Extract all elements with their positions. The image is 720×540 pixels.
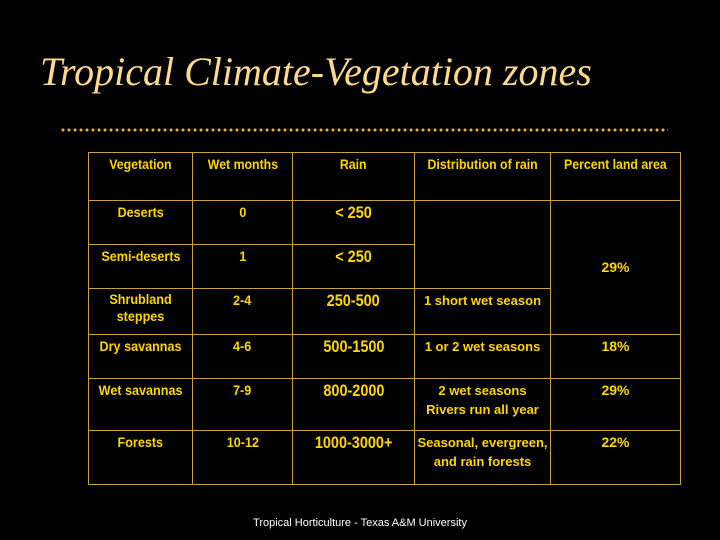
wet-months-cell: 7-9 xyxy=(192,378,293,431)
wet-months-cell: 4-6 xyxy=(192,334,293,379)
wet-months-cell: 0 xyxy=(192,200,293,245)
climate-vegetation-table: Vegetation Wet months Rain Distribution … xyxy=(88,152,681,485)
vegetation-cell: Wet savannas xyxy=(88,378,193,431)
rain-cell: 250-500 xyxy=(292,288,415,335)
rain-cell: < 250 xyxy=(292,244,415,289)
vegetation-cell: Shrubland steppes xyxy=(88,288,193,335)
vegetation-cell: Dry savannas xyxy=(88,334,193,379)
header-cell: Vegetation xyxy=(88,152,193,201)
table-row: Deserts 0 < 250 29% xyxy=(88,200,681,335)
header-cell: Percent land area xyxy=(550,152,681,201)
rain-cell: < 250 xyxy=(292,200,415,245)
distribution-cell: Seasonal, evergreen, and rain forests xyxy=(414,430,551,485)
percent-cell: 18% xyxy=(550,334,681,379)
distribution-cell: 1 or 2 wet seasons xyxy=(414,334,551,379)
table-row: Shrubland steppes 2-4 250-500 1 short we… xyxy=(88,288,681,335)
header-cell: Distribution of rain xyxy=(414,152,551,201)
table-row: Wet savannas 7-9 800-2000 2 wet seasons … xyxy=(88,378,681,431)
wet-months-cell: 10-12 xyxy=(192,430,293,485)
distribution-cell xyxy=(414,200,551,289)
percent-cell: 29% xyxy=(550,200,681,335)
wet-months-cell: 2-4 xyxy=(192,288,293,335)
slide-title: Tropical Climate-Vegetation zones xyxy=(40,49,592,94)
table-row: Forests 10-12 1000-3000+ Seasonal, everg… xyxy=(88,430,681,485)
vegetation-cell: Forests xyxy=(88,430,193,485)
header-cell: Wet months xyxy=(192,152,293,201)
distribution-cell: 2 wet seasons Rivers run all year xyxy=(414,378,551,431)
footer-credit: Tropical Horticulture - Texas A&M Univer… xyxy=(253,517,467,529)
wet-months-cell: 1 xyxy=(192,244,293,289)
dotted-divider xyxy=(60,127,668,133)
table-row: Dry savannas 4-6 500-1500 1 or 2 wet sea… xyxy=(88,334,681,379)
rain-cell: 500-1500 xyxy=(292,334,415,379)
rain-cell: 1000-3000+ xyxy=(292,430,415,485)
distribution-cell: 1 short wet season xyxy=(414,288,551,335)
header-cell: Rain xyxy=(292,152,415,201)
vegetation-cell: Deserts xyxy=(88,200,193,245)
rain-cell: 800-2000 xyxy=(292,378,415,431)
header-row: Vegetation Wet months Rain Distribution … xyxy=(88,152,681,201)
table-row: Semi-deserts 1 < 250 xyxy=(88,244,681,289)
vegetation-cell: Semi-deserts xyxy=(88,244,193,289)
percent-cell: 29% xyxy=(550,378,681,431)
percent-cell: 22% xyxy=(550,430,681,485)
